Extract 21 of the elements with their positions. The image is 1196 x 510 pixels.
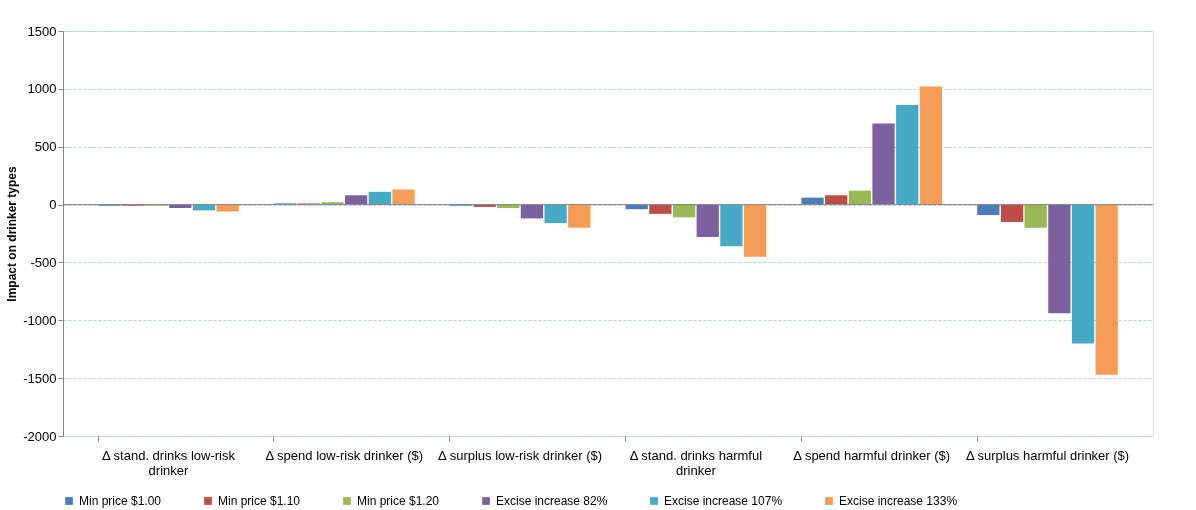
legend-label: Excise increase 107%	[664, 494, 783, 508]
legend-label: Min price $1.00	[79, 494, 162, 508]
x-tick-label: Δ surplus harmful drinker ($)	[965, 447, 1130, 463]
x-tick-label: Δ stand. drinks low-risk drinker	[102, 447, 236, 478]
legend-label: Min price $1.10	[218, 494, 301, 508]
legend-label: Excise increase 82%	[496, 494, 608, 508]
x-tick-label: Δ spend harmful drinker ($)	[793, 447, 951, 463]
y-tick-label: 1500	[27, 23, 57, 39]
y-tick-label: -2000	[23, 428, 57, 444]
x-tick-label: Δ stand. drinks harmful drinker	[629, 447, 763, 478]
y-tick-label: -500	[30, 254, 57, 270]
legend-label: Min price $1.20	[357, 494, 440, 508]
x-tick-label: Δ spend low-risk drinker ($)	[265, 447, 424, 463]
y-tick-label: 1000	[27, 81, 57, 97]
y-axis-title: Impact on drinker types	[5, 165, 20, 302]
y-tick-label: 0	[49, 197, 57, 213]
y-tick-label: 500	[34, 139, 57, 155]
y-tick-label: -1500	[23, 370, 57, 386]
y-tick-label: -1000	[23, 312, 57, 328]
legend-label: Excise increase 133%	[839, 494, 958, 508]
x-tick-label: Δ surplus low-risk drinker ($)	[438, 447, 603, 463]
